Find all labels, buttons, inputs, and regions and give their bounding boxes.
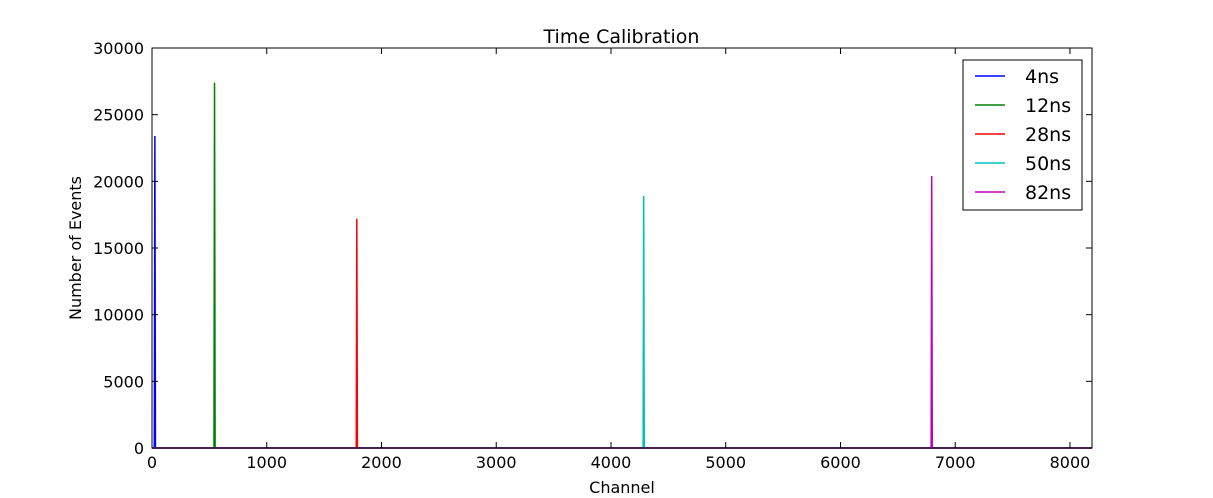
chart-title: Time Calibration xyxy=(543,26,700,48)
x-tick-label: 4000 xyxy=(591,453,632,472)
legend: 4ns 12ns 28ns 50ns 82ns xyxy=(962,59,1083,211)
x-tick-label: 8000 xyxy=(1050,453,1091,472)
series-line-50ns xyxy=(152,195,1092,449)
legend-label-12ns: 12ns xyxy=(1025,95,1071,117)
y-tick-label: 5000 xyxy=(103,372,144,391)
series-layer xyxy=(152,82,1092,449)
legend-box xyxy=(962,59,1083,211)
series-line-82ns xyxy=(152,175,1092,449)
legend-label-50ns: 50ns xyxy=(1025,153,1071,175)
series-line-12ns xyxy=(152,82,1092,449)
x-tick-label: 3000 xyxy=(476,453,517,472)
x-axis-label: Channel xyxy=(589,478,655,497)
y-tick-label: 20000 xyxy=(93,172,144,191)
y-tick-label: 10000 xyxy=(93,306,144,325)
x-tick-label: 2000 xyxy=(361,453,402,472)
y-tick-label: 0 xyxy=(134,439,144,458)
y-tick-label: 15000 xyxy=(93,239,144,258)
x-tick-label: 5000 xyxy=(705,453,746,472)
x-tick-label: 7000 xyxy=(935,453,976,472)
x-axis-ticks: 0 1000 2000 3000 4000 5000 6000 7000 8000 xyxy=(147,48,1090,472)
x-tick-label: 0 xyxy=(147,453,157,472)
legend-label-82ns: 82ns xyxy=(1025,182,1071,204)
series-line-28ns xyxy=(152,218,1092,449)
y-tick-label: 30000 xyxy=(93,39,144,58)
y-axis-label: Number of Events xyxy=(66,176,85,320)
series-line-4ns xyxy=(152,135,1092,449)
legend-label-28ns: 28ns xyxy=(1025,124,1071,146)
legend-label-4ns: 4ns xyxy=(1025,66,1059,88)
plot-frame xyxy=(151,47,1093,449)
x-tick-label: 1000 xyxy=(246,453,287,472)
legend-items: 4ns 12ns 28ns 50ns 82ns xyxy=(975,66,1071,204)
y-axis-ticks: 0 5000 10000 15000 20000 25000 30000 xyxy=(93,39,1092,458)
y-tick-label: 25000 xyxy=(93,106,144,125)
x-tick-label: 6000 xyxy=(820,453,861,472)
